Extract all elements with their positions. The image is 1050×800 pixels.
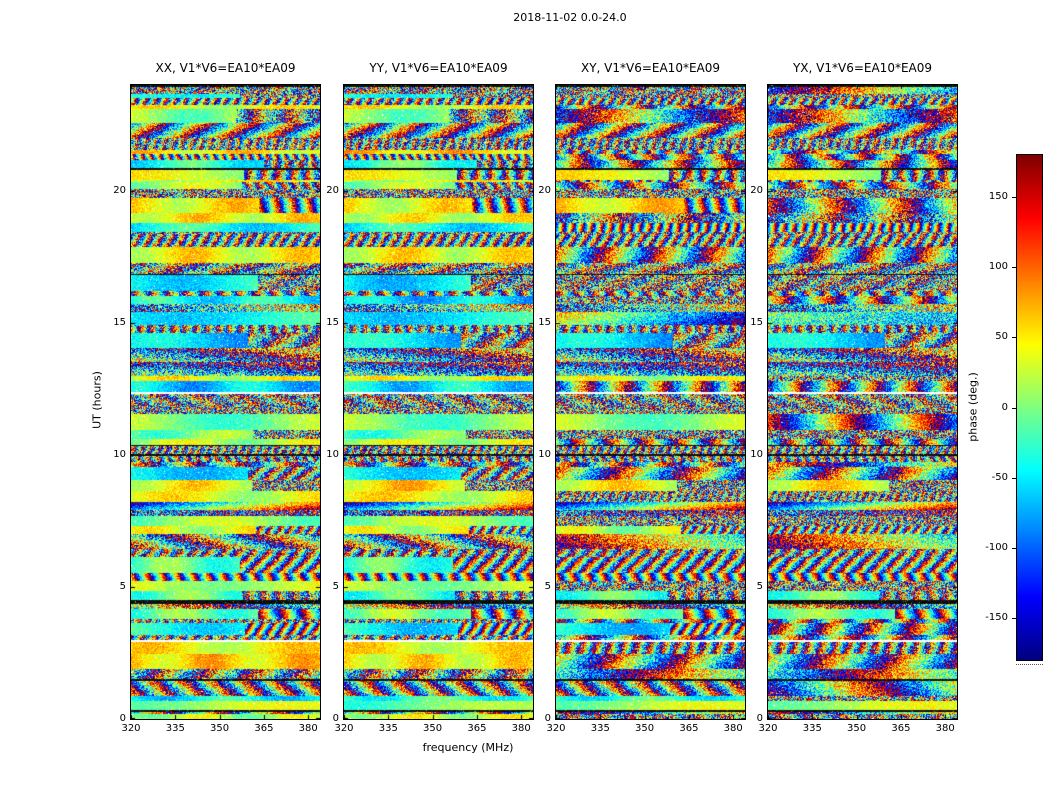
heatmap-yx	[768, 85, 957, 719]
colorbar-underflow-marker	[1016, 664, 1043, 665]
y-tick-label: 10	[750, 448, 763, 460]
x-tick-label: 320	[334, 723, 354, 734]
colorbar-tick-mark	[1012, 618, 1016, 619]
figure-title: 2018-11-02 0.0-24.0	[513, 11, 627, 24]
x-tick-label: 350	[635, 723, 655, 734]
y-tick-label: 10	[113, 448, 126, 460]
colorbar-tick-label: -100	[985, 542, 1008, 553]
x-tick-label: 335	[802, 723, 822, 734]
y-tick-label: 15	[326, 316, 339, 328]
y-tick-label: 20	[750, 184, 763, 196]
panel-title-yy: YY, V1*V6=EA10*EA09	[369, 61, 508, 75]
y-tick-label: 0	[332, 713, 339, 724]
colorbar-tick-label: 0	[1001, 402, 1008, 413]
x-tick-label: 365	[467, 723, 487, 734]
heatmap-xx	[131, 85, 320, 719]
panel-yy: YY, V1*V6=EA10*EA09	[343, 61, 534, 720]
y-tick-label: 10	[326, 448, 339, 460]
x-tick-label: 350	[847, 723, 867, 734]
panel-xx: XX, V1*V6=EA10*EA09	[130, 61, 321, 720]
y-tick-label: 15	[538, 316, 551, 328]
colorbar-tick-mark	[1012, 197, 1016, 198]
y-tick-label: 5	[119, 580, 126, 592]
x-tick-label: 335	[590, 723, 610, 734]
x-tick-label: 350	[423, 723, 443, 734]
y-tick-label: 20	[326, 184, 339, 196]
panel-title-xy: XY, V1*V6=EA10*EA09	[580, 61, 721, 75]
heatmap-xy	[556, 85, 745, 719]
x-tick-label: 380	[298, 723, 318, 734]
x-tick-label: 320	[121, 723, 141, 734]
colorbar-tick-mark	[1012, 408, 1016, 409]
x-tick-label: 350	[210, 723, 230, 734]
colorbar	[1016, 154, 1043, 661]
y-tick-label: 5	[544, 580, 551, 592]
panel-yx: YX, V1*V6=EA10*EA09	[767, 61, 958, 720]
y-tick-label: 0	[756, 713, 763, 724]
x-tick-label: 335	[165, 723, 185, 734]
x-tick-label: 380	[511, 723, 531, 734]
y-tick-label: 0	[544, 713, 551, 724]
y-tick-label: 20	[113, 184, 126, 196]
x-tick-label: 365	[679, 723, 699, 734]
x-axis-label: frequency (MHz)	[422, 741, 514, 754]
heatmap-yy	[344, 85, 533, 719]
colorbar-tick-label: 100	[988, 261, 1008, 272]
panel-title-xx: XX, V1*V6=EA10*EA09	[155, 61, 296, 75]
y-tick-label: 15	[113, 316, 126, 328]
panel-title-yx: YX, V1*V6=EA10*EA09	[792, 61, 933, 75]
y-tick-label: 15	[750, 316, 763, 328]
colorbar-tick-label: -150	[985, 612, 1008, 623]
colorbar-gradient	[1017, 155, 1042, 660]
colorbar-tick-label: -50	[991, 472, 1008, 483]
colorbar-tick-mark	[1012, 478, 1016, 479]
x-tick-label: 380	[723, 723, 743, 734]
x-tick-label: 320	[758, 723, 778, 734]
y-tick-label: 5	[332, 580, 339, 592]
x-tick-label: 320	[546, 723, 566, 734]
colorbar-tick-mark	[1012, 267, 1016, 268]
x-tick-label: 365	[254, 723, 274, 734]
x-tick-label: 335	[378, 723, 398, 734]
colorbar-tick-mark	[1012, 548, 1016, 549]
y-axis-label: UT (hours)	[90, 371, 104, 429]
y-tick-label: 20	[538, 184, 551, 196]
colorbar-tick-label: 150	[988, 191, 1008, 202]
x-tick-label: 380	[935, 723, 955, 734]
y-tick-label: 10	[538, 448, 551, 460]
colorbar-tick-label: 50	[995, 331, 1008, 342]
panel-xy: XY, V1*V6=EA10*EA09	[555, 61, 746, 720]
colorbar-tick-mark	[1012, 337, 1016, 338]
y-tick-label: 0	[119, 713, 126, 724]
y-tick-label: 5	[756, 580, 763, 592]
x-tick-label: 365	[891, 723, 911, 734]
